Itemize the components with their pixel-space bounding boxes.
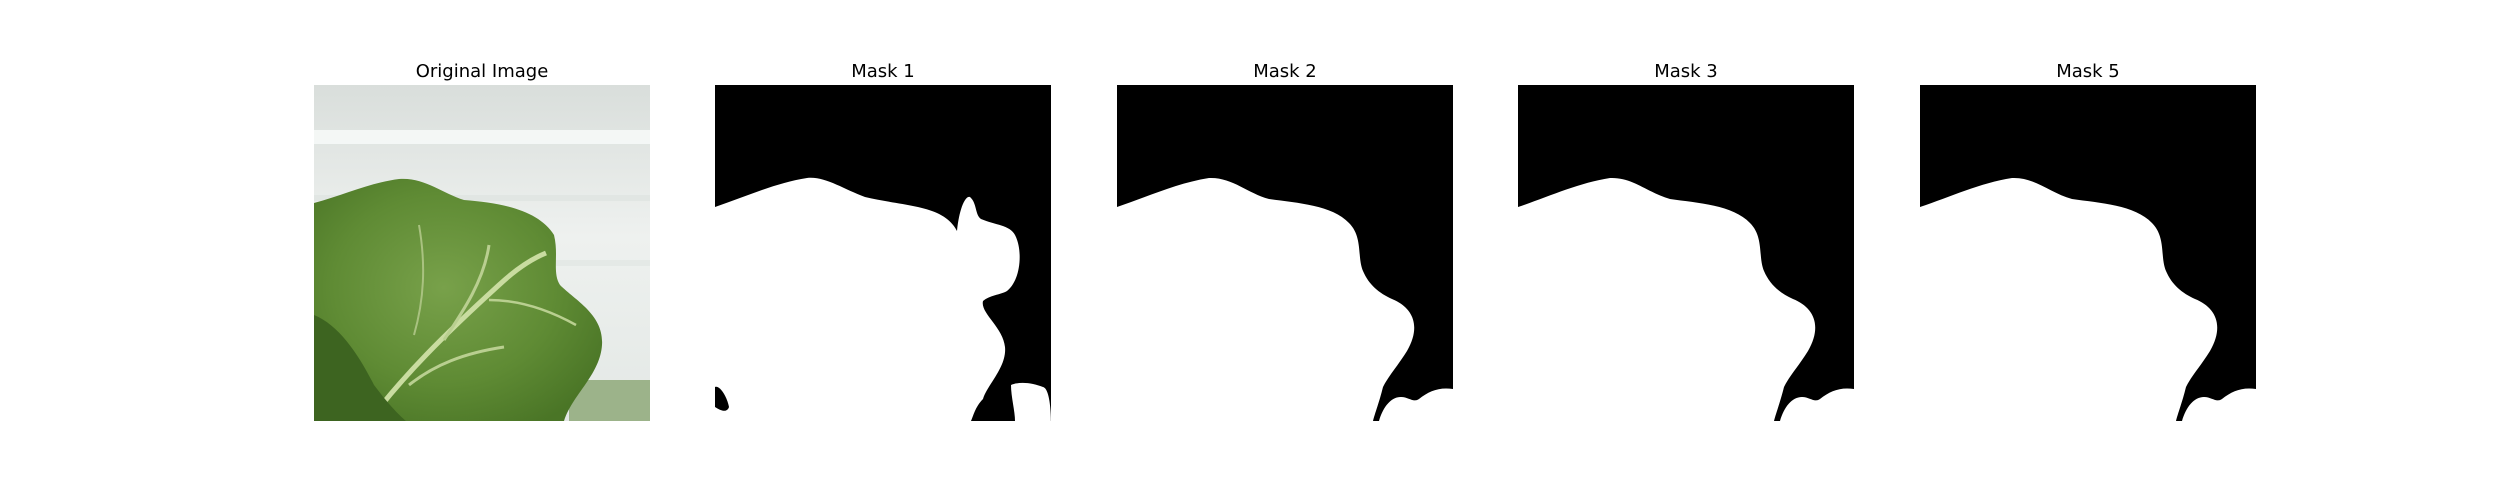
mask-5-image (1920, 85, 2256, 421)
panel-title: Mask 1 (851, 61, 915, 82)
original-image (314, 85, 650, 421)
mask-1-image (715, 85, 1051, 421)
mask-shape (1117, 85, 1453, 421)
panel-title: Mask 3 (1654, 61, 1718, 82)
panel-title: Original Image (415, 61, 549, 82)
mask-3-image (1518, 85, 1854, 421)
mask-shape (1518, 85, 1854, 421)
panel-title: Mask 2 (1253, 61, 1317, 82)
mask-2-image (1117, 85, 1453, 421)
mask-shape (715, 85, 1051, 421)
leaf-photo (314, 85, 650, 421)
mask-shape (1920, 85, 2256, 421)
panel-title: Mask 5 (2056, 61, 2120, 82)
